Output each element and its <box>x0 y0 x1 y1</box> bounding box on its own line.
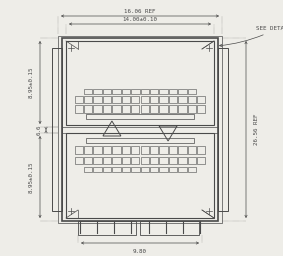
Bar <box>188 105 196 113</box>
Bar <box>112 146 121 154</box>
Bar <box>122 167 130 172</box>
Bar <box>84 96 92 103</box>
Bar <box>103 146 111 154</box>
Bar <box>169 167 177 172</box>
Bar <box>112 89 121 94</box>
Bar <box>150 105 158 113</box>
Bar <box>103 167 111 172</box>
Bar <box>150 96 158 103</box>
Bar <box>122 157 130 164</box>
Text: 8.95±0.15: 8.95±0.15 <box>29 161 33 193</box>
Bar <box>93 157 102 164</box>
Bar <box>122 96 130 103</box>
Bar <box>178 146 187 154</box>
Bar <box>159 89 168 94</box>
Bar <box>169 105 177 113</box>
Bar <box>150 146 158 154</box>
Bar <box>112 157 121 164</box>
Bar <box>159 96 168 103</box>
Bar <box>62 38 218 221</box>
Bar <box>122 146 130 154</box>
Bar <box>93 105 102 113</box>
Text: 14.00±0.10: 14.00±0.10 <box>123 17 158 22</box>
Bar <box>178 105 187 113</box>
Bar <box>86 114 194 119</box>
Bar <box>178 157 187 164</box>
Bar <box>84 146 92 154</box>
Bar <box>159 157 168 164</box>
Bar <box>122 89 130 94</box>
Bar <box>218 48 228 211</box>
Bar <box>178 96 187 103</box>
Bar <box>84 167 92 172</box>
Bar <box>140 96 149 103</box>
Bar <box>188 167 196 172</box>
Bar <box>112 105 121 113</box>
Bar <box>103 157 111 164</box>
Bar <box>103 89 111 94</box>
Bar <box>112 167 121 172</box>
Bar <box>122 105 130 113</box>
Bar <box>84 157 92 164</box>
Bar <box>131 146 140 154</box>
Bar <box>197 157 205 164</box>
Bar <box>66 41 214 125</box>
Bar <box>58 36 222 223</box>
Bar <box>78 221 136 235</box>
Text: 26.56 REF: 26.56 REF <box>254 114 258 145</box>
Bar <box>112 96 121 103</box>
Bar <box>140 157 149 164</box>
Text: SEE DETAIL A: SEE DETAIL A <box>220 26 283 47</box>
Bar <box>131 89 140 94</box>
Bar <box>150 89 158 94</box>
Bar <box>140 146 149 154</box>
Bar <box>66 133 214 218</box>
Bar <box>169 157 177 164</box>
Bar <box>188 89 196 94</box>
Bar <box>178 89 187 94</box>
Bar <box>188 96 196 103</box>
Bar <box>150 167 158 172</box>
Bar <box>93 167 102 172</box>
Bar <box>93 89 102 94</box>
Bar <box>86 138 194 143</box>
Bar <box>131 167 140 172</box>
Text: 16.06 REF: 16.06 REF <box>124 9 156 14</box>
Bar <box>188 157 196 164</box>
Bar <box>131 96 140 103</box>
Bar <box>93 96 102 103</box>
Bar <box>169 96 177 103</box>
Bar <box>84 89 92 94</box>
Bar <box>74 105 83 113</box>
Bar <box>93 146 102 154</box>
Bar <box>52 48 62 211</box>
Bar <box>169 146 177 154</box>
Bar <box>140 167 149 172</box>
Bar <box>140 89 149 94</box>
Bar <box>159 105 168 113</box>
Bar <box>140 105 149 113</box>
Text: 6.6: 6.6 <box>37 125 42 135</box>
Bar <box>103 96 111 103</box>
Bar <box>84 105 92 113</box>
Text: 9.80: 9.80 <box>133 249 147 254</box>
Bar <box>74 157 83 164</box>
Bar <box>74 96 83 103</box>
Bar <box>140 221 199 235</box>
Bar <box>159 167 168 172</box>
Bar <box>131 105 140 113</box>
Bar <box>103 105 111 113</box>
Text: 8.95±0.15: 8.95±0.15 <box>29 67 33 98</box>
Bar <box>74 146 83 154</box>
Bar <box>169 89 177 94</box>
Bar <box>131 157 140 164</box>
Bar <box>197 105 205 113</box>
Bar <box>178 167 187 172</box>
Bar <box>150 157 158 164</box>
Bar <box>159 146 168 154</box>
Bar <box>197 146 205 154</box>
Bar <box>197 96 205 103</box>
Bar <box>188 146 196 154</box>
